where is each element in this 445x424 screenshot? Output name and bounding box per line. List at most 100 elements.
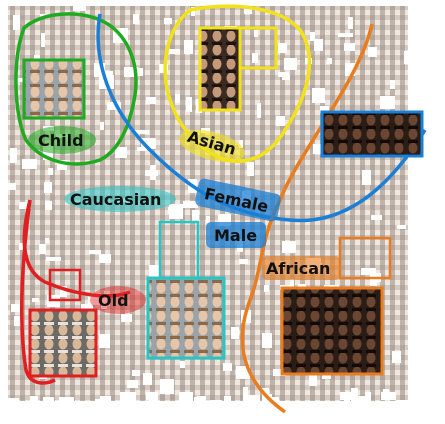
mosaic-gap <box>2 403 18 415</box>
mosaic-gap <box>117 408 134 419</box>
mosaic-gap <box>143 373 152 385</box>
mosaic-gap <box>282 75 290 80</box>
mosaic-gap <box>264 285 269 292</box>
mosaic-gap <box>19 243 25 250</box>
mosaic-gap <box>94 63 105 77</box>
mosaic-gap <box>390 80 395 89</box>
mosaic-gap <box>252 53 258 63</box>
mosaic-gap <box>197 396 206 406</box>
asian-label-highlight <box>178 129 246 163</box>
mosaic-gap <box>146 97 156 104</box>
mosaic-gap <box>389 408 395 418</box>
mosaic-gap <box>127 380 138 388</box>
mosaic-gap <box>382 401 393 407</box>
mosaic-gap <box>107 102 121 110</box>
mosaic-gap <box>146 392 150 400</box>
mosaic-gap <box>169 49 180 54</box>
african-label: African <box>266 259 330 278</box>
mosaic-gap <box>186 97 192 112</box>
mosaic-gap <box>13 15 20 30</box>
african-label-highlight <box>262 256 340 280</box>
mosaic-gap <box>351 388 358 401</box>
mosaic-gap <box>134 130 149 134</box>
mosaic-gap <box>368 47 377 57</box>
mosaic-gap <box>136 68 143 76</box>
mosaic-gap <box>141 138 156 149</box>
child-label-highlight <box>28 126 96 154</box>
mosaic-gap <box>160 379 174 394</box>
mosaic-gap <box>310 32 315 41</box>
mosaic-gap <box>73 407 89 419</box>
caucasian-label-highlight <box>64 186 176 212</box>
mosaic-gap <box>44 182 52 193</box>
mosaic-gap <box>397 225 406 229</box>
mosaic-gap <box>224 396 231 410</box>
mosaic-gap <box>149 392 158 406</box>
mosaic-gap <box>183 201 198 208</box>
mosaic-gap <box>43 397 54 406</box>
mosaic-gap <box>150 409 166 417</box>
mosaic-gap <box>4 398 19 404</box>
mosaic-gap <box>365 409 382 422</box>
mosaic-gap <box>191 7 195 16</box>
mosaic-gap <box>10 148 17 163</box>
mosaic-gap <box>397 400 414 410</box>
mosaic-gap <box>32 298 39 302</box>
mosaic-gap <box>368 402 385 412</box>
mosaic-gap <box>100 396 111 404</box>
old-cluster-boundary <box>19 199 131 385</box>
mosaic-gap <box>262 333 272 348</box>
mosaic-gap <box>41 33 45 47</box>
asian-cluster-boundary <box>163 4 312 163</box>
mosaic-gap <box>247 162 254 176</box>
mosaic-gap <box>175 94 180 103</box>
mosaic-gap <box>276 116 285 126</box>
mosaic-gap <box>344 43 355 51</box>
mosaic-gap <box>206 216 210 223</box>
mosaic-gap <box>99 254 111 263</box>
mosaic-gap <box>361 268 376 275</box>
mosaic-gap <box>230 408 239 419</box>
mosaic-gap <box>239 140 243 148</box>
asian-female-face-group <box>320 110 424 158</box>
mosaic-gap <box>292 406 310 415</box>
mosaic-gap <box>149 265 161 279</box>
child-label: Child <box>38 131 84 150</box>
mosaic-gap <box>392 351 401 363</box>
mosaic-gap <box>426 400 445 411</box>
old-label-highlight <box>90 286 146 314</box>
mosaic-gap <box>340 392 352 400</box>
mosaic-gap <box>22 159 37 169</box>
mosaic-gap <box>197 410 212 416</box>
mosaic-gap <box>60 286 67 297</box>
mosaic-gap <box>223 363 232 371</box>
child-face-group <box>22 58 86 120</box>
old-face-group <box>28 268 98 378</box>
male-label-highlight <box>206 222 266 248</box>
male-label: Male <box>214 226 257 245</box>
mosaic-gap <box>315 410 321 424</box>
mosaic-gap <box>362 170 371 185</box>
mosaic-gap <box>39 406 55 414</box>
mosaic-gap <box>284 58 297 70</box>
mosaic-gap <box>192 210 199 223</box>
mosaic-gap <box>290 279 294 289</box>
mosaic-gap <box>57 160 67 170</box>
mosaic-gap <box>164 18 172 24</box>
mosaic-gap <box>243 395 260 403</box>
mosaic-gap <box>314 39 323 51</box>
mosaic-gap <box>371 215 382 220</box>
mosaic-gap <box>347 406 365 421</box>
caucasian-face-group <box>146 220 226 360</box>
mosaic-gap <box>104 291 110 306</box>
mosaic-gap <box>115 147 127 158</box>
mosaic-gap <box>345 63 355 76</box>
mosaic-gap <box>48 168 53 175</box>
mosaic-gap <box>338 33 353 37</box>
mosaic-gap <box>11 304 20 312</box>
mosaic-gap <box>383 389 389 393</box>
mosaic-gap <box>106 407 113 413</box>
mosaic-gap <box>276 410 283 422</box>
